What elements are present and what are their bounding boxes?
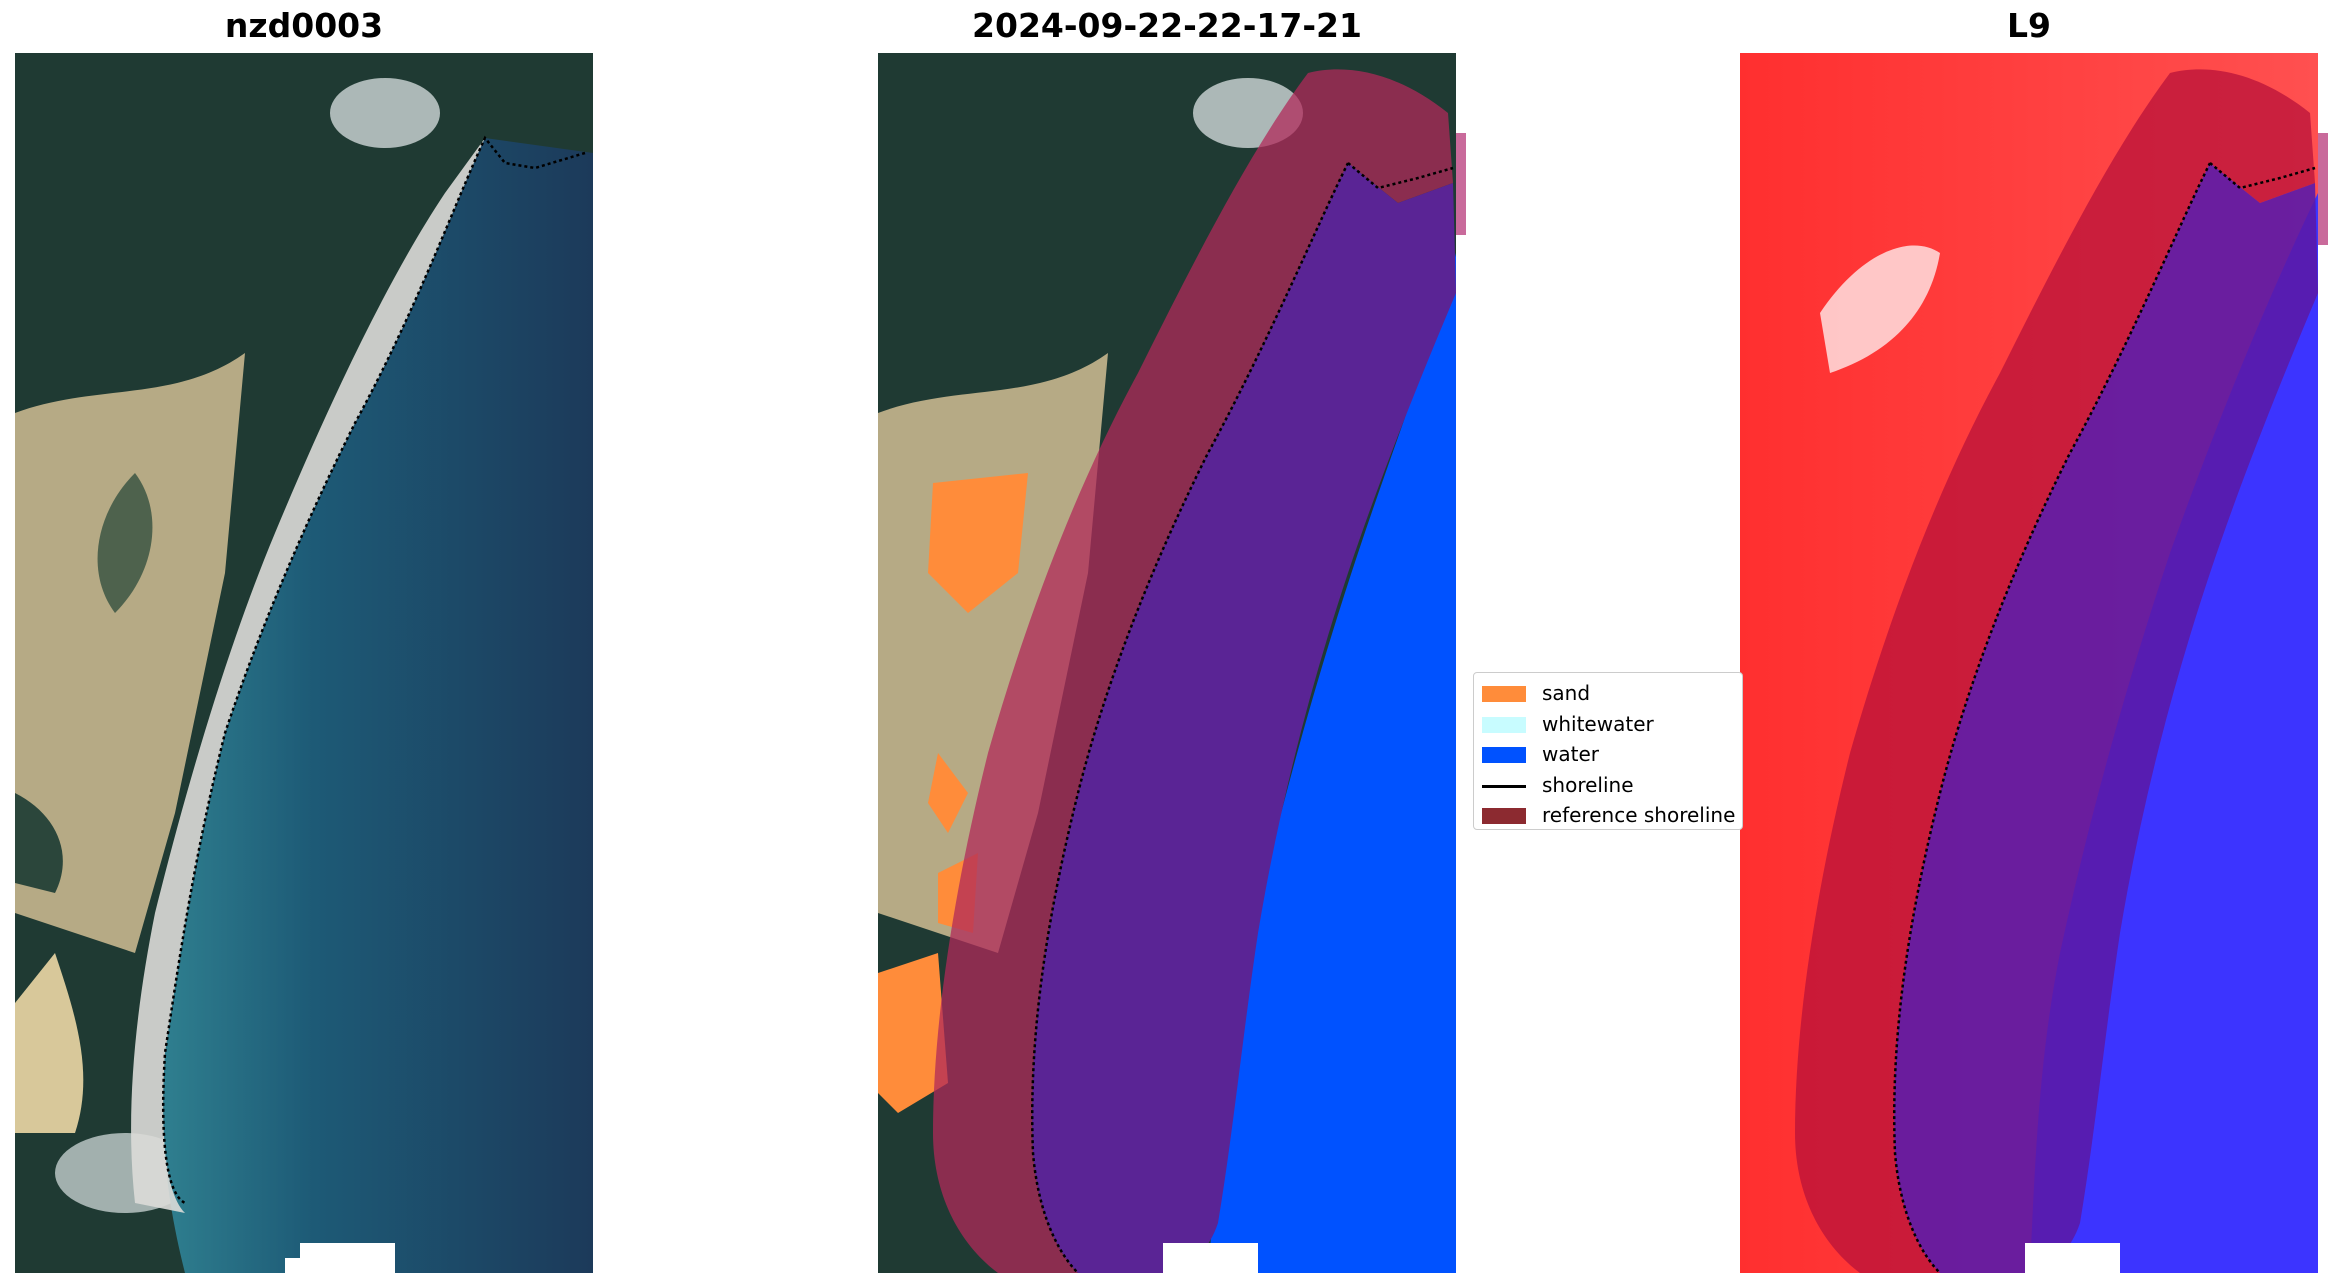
legend: sand whitewater water shoreline referenc…: [1473, 672, 1743, 830]
legend-swatch: [1482, 686, 1526, 702]
panel-title-classified: 2024-09-22-22-17-21: [972, 6, 1362, 45]
buffer-sea-side: [1032, 163, 1456, 1273]
legend-swatch: [1482, 747, 1526, 763]
legend-item-reference-shoreline: reference shoreline: [1474, 799, 1742, 830]
panel-title-rgb: nzd0003: [224, 6, 384, 45]
index-image: [1740, 53, 2318, 1273]
nodata-mask: [2025, 1243, 2120, 1273]
panel-title-index: L9: [2007, 6, 2051, 45]
vegetation-patch-2: [15, 793, 63, 893]
nodata-mask: [1163, 1243, 1258, 1273]
rgb-image-panel: [15, 53, 593, 1273]
legend-label: water: [1542, 742, 1599, 766]
legend-line: [1482, 784, 1526, 788]
legend-item-shoreline: shoreline: [1474, 769, 1742, 800]
sea: [163, 138, 593, 1273]
legend-label: sand: [1542, 681, 1591, 705]
index-bright-patch: [1820, 245, 1940, 373]
legend-item-sand: sand: [1474, 677, 1742, 708]
buffer-overflow-strip-2: [2318, 133, 2328, 245]
cloud: [330, 78, 440, 148]
rgb-satellite-image: [15, 53, 593, 1273]
legend-label: shoreline: [1542, 772, 1634, 797]
shoreline: [1892, 162, 2212, 1273]
buffer-land-side: [1795, 69, 2315, 1273]
nodata-mask-2: [285, 1258, 305, 1273]
legend-label: whitewater: [1542, 711, 1654, 736]
buffer-overflow-strip: [1456, 133, 1466, 235]
class-sand: [928, 473, 1028, 613]
dune-patch: [15, 953, 84, 1133]
class-water: [1208, 253, 1456, 1273]
dune-area: [15, 353, 245, 953]
buffer-sea-side: [1894, 163, 2318, 1273]
legend-item-water: water: [1474, 738, 1742, 769]
index-image-panel: [1740, 53, 2318, 1273]
shoreline: [1030, 162, 1350, 1273]
class-sand-2: [928, 753, 968, 833]
buffer-land-side: [933, 69, 1453, 1273]
legend-item-whitewater: whitewater: [1474, 708, 1742, 739]
legend-label: reference shoreline: [1542, 803, 1736, 827]
legend-swatch: [1482, 808, 1526, 824]
shoreline-north: [2209, 162, 2316, 190]
legend-swatch: [1482, 716, 1526, 733]
shoreline-north: [1347, 162, 1454, 190]
class-sand-3: [878, 953, 948, 1113]
nodata-mask: [300, 1243, 395, 1273]
vegetation-patch: [97, 473, 153, 613]
classified-image-panel: [878, 53, 1456, 1273]
classified-image: [878, 53, 1456, 1273]
